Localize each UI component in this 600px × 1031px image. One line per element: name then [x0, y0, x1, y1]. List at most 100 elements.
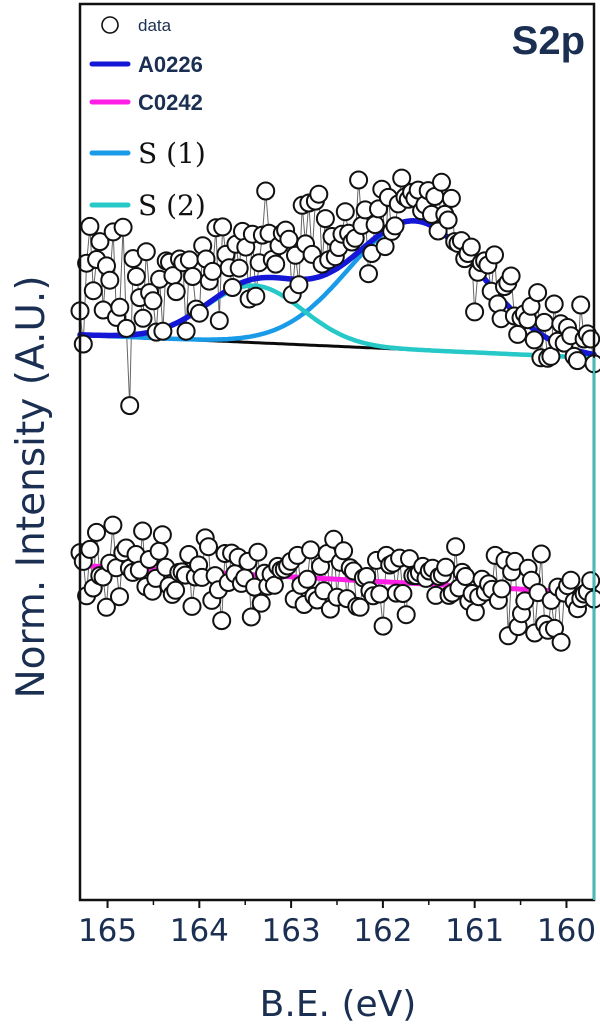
data-point-c0242 — [393, 584, 413, 603]
data-point-a0226 — [203, 261, 223, 281]
data-point-a0226 — [176, 321, 196, 341]
data-point-c0242 — [373, 616, 393, 636]
data-point-a0226 — [289, 275, 309, 295]
legend-label-data: data — [138, 16, 172, 35]
data-point-a0226 — [213, 217, 233, 237]
data-point-c0242 — [581, 571, 600, 591]
legend-label-s-1: S (1) — [138, 137, 206, 170]
data-point-a0226 — [461, 237, 481, 257]
x-tick-label: 160 — [537, 913, 596, 949]
data-point-c0242 — [370, 584, 390, 604]
data-point-c0242 — [561, 570, 581, 590]
data-point-a0226 — [315, 209, 335, 229]
data-point-a0226 — [279, 229, 299, 249]
data-point-a0226 — [183, 267, 203, 286]
x-tick-label: 162 — [353, 913, 412, 949]
data-point-a0226 — [90, 232, 110, 252]
data-point-a0226 — [266, 254, 286, 274]
data-point-a0226 — [143, 291, 163, 311]
legend-label-a0226: A0226 — [138, 52, 203, 77]
data-point-a0226 — [100, 270, 120, 290]
x-axis-ticks: 165 164 163 162 161 160 — [78, 900, 596, 949]
data-point-c0242 — [110, 587, 129, 607]
data-point-a0226 — [80, 216, 100, 236]
data-point-c0242 — [182, 596, 202, 616]
data-point-a0226 — [246, 286, 266, 306]
data-point-a0226 — [209, 311, 229, 331]
x-tick-label: 164 — [170, 913, 229, 949]
data-point-c0242 — [297, 569, 317, 589]
data-point-a0226 — [136, 242, 156, 262]
legend-marker-data — [101, 16, 119, 34]
data-point-a0226 — [528, 283, 548, 303]
panel-label: S2p — [512, 19, 585, 63]
data-point-c0242 — [531, 544, 551, 564]
data-point-a0226 — [571, 295, 591, 315]
legend: data A0226 C0242 S (1) S (2) — [89, 16, 206, 222]
data-point-c0242 — [446, 537, 466, 557]
data-point-a0226 — [432, 172, 451, 192]
data-point-a0226 — [567, 351, 587, 371]
data-point-a0226 — [534, 312, 554, 332]
data-point-c0242 — [456, 567, 475, 586]
data-point-a0226 — [524, 330, 544, 350]
data-point-c0242 — [350, 597, 370, 617]
data-point-a0226 — [365, 215, 385, 235]
data-point-a0226 — [544, 294, 564, 314]
data-point-c0242 — [166, 580, 186, 600]
data-point-c0242 — [436, 557, 456, 577]
data-point-a0226 — [223, 278, 242, 297]
data-point-c0242 — [87, 522, 106, 542]
data-point-a0226 — [349, 170, 369, 190]
data-point-a0226 — [385, 216, 405, 236]
data-point-c0242 — [103, 515, 123, 535]
data-point-a0226 — [256, 181, 276, 201]
data-point-a0226 — [392, 168, 412, 188]
data-point-a0226 — [189, 303, 209, 323]
data-point-a0226 — [465, 302, 485, 322]
data-point-a0226 — [485, 245, 504, 265]
data-points-layer — [70, 168, 600, 652]
data-point-a0226 — [166, 282, 186, 302]
legend-label-s-2: S (2) — [138, 189, 206, 222]
data-point-c0242 — [551, 632, 571, 652]
data-point-c0242 — [212, 611, 232, 631]
data-point-a0226 — [133, 308, 153, 328]
data-point-a0226 — [153, 321, 173, 341]
data-point-a0226 — [179, 250, 199, 270]
data-point-a0226 — [359, 264, 378, 284]
data-point-c0242 — [241, 607, 261, 627]
data-point-c0242 — [199, 537, 218, 557]
data-point-c0242 — [515, 591, 535, 611]
data-point-c0242 — [334, 541, 354, 561]
data-point-a0226 — [229, 258, 249, 278]
data-point-a0226 — [508, 324, 528, 344]
x-tick-label: 161 — [445, 913, 504, 949]
data-point-a0226 — [83, 281, 103, 301]
data-point-a0226 — [73, 334, 93, 354]
data-point-c0242 — [96, 597, 116, 617]
legend-label-c0242: C0242 — [138, 90, 203, 115]
data-point-a0226 — [116, 318, 136, 338]
data-point-c0242 — [248, 542, 268, 562]
data-point-c0242 — [133, 521, 153, 541]
data-point-a0226 — [441, 188, 461, 208]
data-point-a0226 — [110, 297, 130, 317]
x-tick-label: 165 — [78, 913, 137, 949]
data-point-c0242 — [301, 540, 321, 560]
y-axis-title: Norm. Intensity (A.U.) — [9, 275, 54, 698]
data-point-a0226 — [113, 217, 133, 237]
data-point-a0226 — [126, 267, 146, 286]
data-point-c0242 — [492, 579, 512, 599]
data-point-a0226 — [501, 266, 521, 286]
data-point-a0226 — [120, 396, 140, 416]
data-point-a0226 — [581, 329, 600, 349]
x-tick-label: 163 — [262, 913, 321, 949]
data-point-c0242 — [152, 525, 172, 545]
data-point-a0226 — [438, 210, 458, 230]
data-point-a0226 — [309, 184, 329, 204]
data-point-c0242 — [396, 605, 416, 625]
x-axis-title: B.E. (eV) — [260, 984, 417, 1025]
data-point-c0242 — [149, 541, 169, 561]
